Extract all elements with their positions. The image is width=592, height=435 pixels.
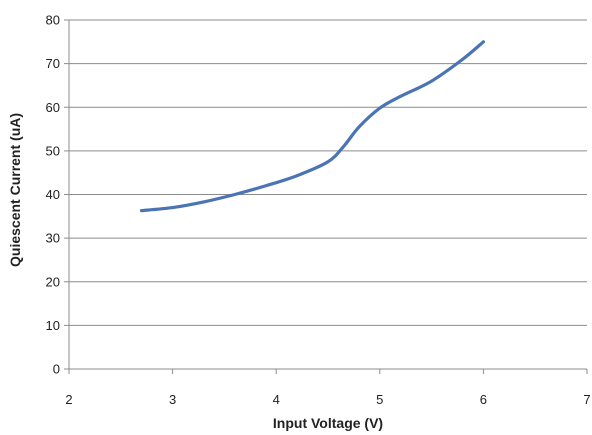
gridlines	[69, 19, 587, 326]
y-tick-label: 70	[46, 56, 60, 71]
x-tick-label: 5	[376, 392, 383, 407]
x-axis-label: Input Voltage (V)	[273, 415, 383, 431]
series-layer	[139, 40, 485, 213]
x-tick-label: 4	[273, 392, 280, 407]
tick-labels: 0 10 20 30 40 50 60 70 80 2 3 4 5 6 7	[46, 13, 591, 408]
axes	[64, 19, 588, 374]
y-tick-label: 40	[46, 187, 60, 202]
y-tick-label: 0	[53, 362, 60, 377]
x-tick-label: 2	[65, 392, 72, 407]
y-tick-label: 60	[46, 100, 60, 115]
y-tick-label: 80	[46, 13, 60, 28]
x-tick-label: 3	[169, 392, 176, 407]
y-tick-label: 10	[46, 318, 60, 333]
x-tick-label: 7	[583, 392, 590, 407]
y-axis-label: Quiescent Current (uA)	[7, 113, 23, 267]
y-tick-label: 50	[46, 143, 60, 158]
x-tick-label: 6	[480, 392, 487, 407]
y-tick-label: 30	[46, 231, 60, 246]
y-tick-label: 20	[46, 274, 60, 289]
series-line-0	[139, 40, 485, 213]
